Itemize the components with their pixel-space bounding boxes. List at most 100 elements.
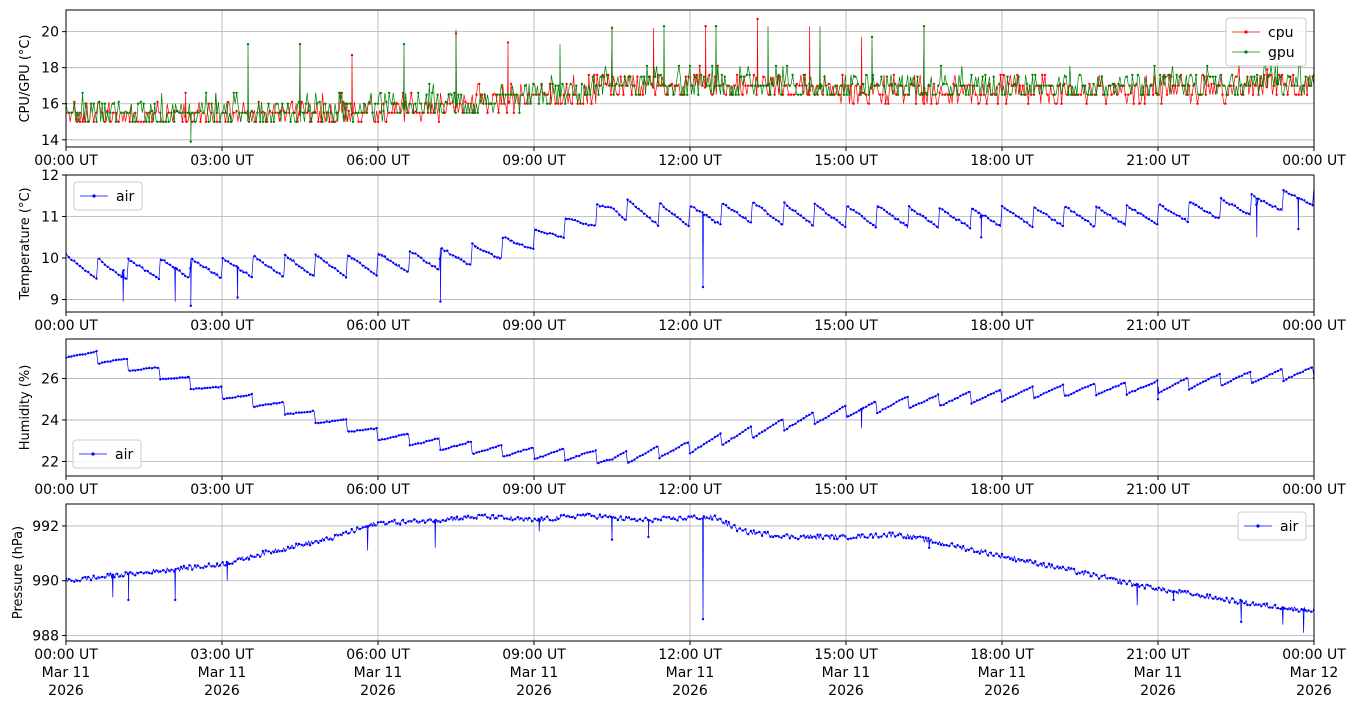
data-point [87,575,90,579]
data-point [361,526,364,529]
data-point [747,220,750,223]
data-point [387,520,391,524]
data-point [762,84,765,87]
data-point [841,73,844,77]
data-point [425,439,428,443]
data-point [1020,390,1023,393]
data-point [229,120,233,124]
data-point [819,206,822,209]
data-point [487,102,491,105]
data-point [610,538,614,541]
data-point [557,517,560,521]
y-axis-label: CPU/GPU (°C) [18,34,33,122]
data-point [884,407,887,410]
data-point [1219,598,1223,601]
data-point [604,514,607,517]
data-point [1286,608,1289,611]
data-point [458,518,461,521]
data-point [89,579,93,582]
data-point [587,224,590,227]
data-point [1003,207,1006,210]
data-point [501,236,504,240]
data-point [136,572,140,575]
data-point [400,433,403,436]
data-point [135,264,138,267]
data-point [196,261,199,264]
x-tick-label: 03:00 UT [190,482,254,498]
data-point [950,542,954,545]
data-point [425,93,428,96]
data-point [397,434,400,437]
data-point [227,120,230,124]
data-point [662,205,665,209]
data-point [286,545,290,549]
data-point [722,202,725,206]
data-point [213,271,216,275]
data-point [375,426,378,430]
data-point [821,537,825,541]
data-point [1243,602,1246,605]
data-point [371,111,374,115]
data-point [336,269,339,273]
data-point [283,253,287,257]
data-point [802,216,805,220]
data-point [109,111,112,115]
data-point [73,102,76,105]
data-point [464,100,467,104]
data-point [546,515,549,518]
data-point [1064,394,1068,397]
data-point [636,456,639,459]
data-point [504,236,507,239]
data-point [146,269,149,273]
data-point [1175,591,1178,594]
data-point [1251,93,1255,96]
data-point [620,216,624,219]
data-point [1206,210,1209,214]
data-point [1154,587,1158,591]
data-point [1100,574,1104,578]
data-point [907,93,911,96]
data-point [722,521,725,524]
data-point [87,270,90,274]
data-point [523,245,527,249]
data-point [626,84,629,87]
data-point [1081,84,1084,87]
data-point [702,515,706,518]
data-point [579,221,582,225]
data-point [1171,384,1174,387]
data-point [1276,606,1280,610]
data-point [493,255,496,258]
data-point [627,461,631,464]
data-point [1136,583,1139,586]
data-point [587,73,590,77]
data-point [181,120,184,124]
data-point [402,43,406,46]
data-point [824,416,828,420]
data-point [480,449,484,453]
data-point [766,530,769,534]
data-point [877,536,880,539]
data-point [698,517,701,521]
data-point [382,520,385,524]
data-point [1061,383,1065,386]
data-point [454,255,457,259]
data-point [552,450,556,454]
data-point [512,93,516,96]
y-tick-label: 992 [32,519,59,535]
data-point [232,264,235,267]
data-point [433,111,437,115]
data-point [301,111,305,115]
data-point [810,84,814,87]
data-point [81,120,84,124]
data-point [92,102,95,105]
data-point [656,224,660,227]
data-point [193,564,197,567]
data-point [622,93,625,96]
data-point [593,73,596,77]
data-point [1084,218,1087,222]
data-point [1257,603,1260,606]
data-point [239,557,242,561]
data-point [1190,93,1194,96]
data-point [67,355,71,358]
data-point [808,220,811,223]
